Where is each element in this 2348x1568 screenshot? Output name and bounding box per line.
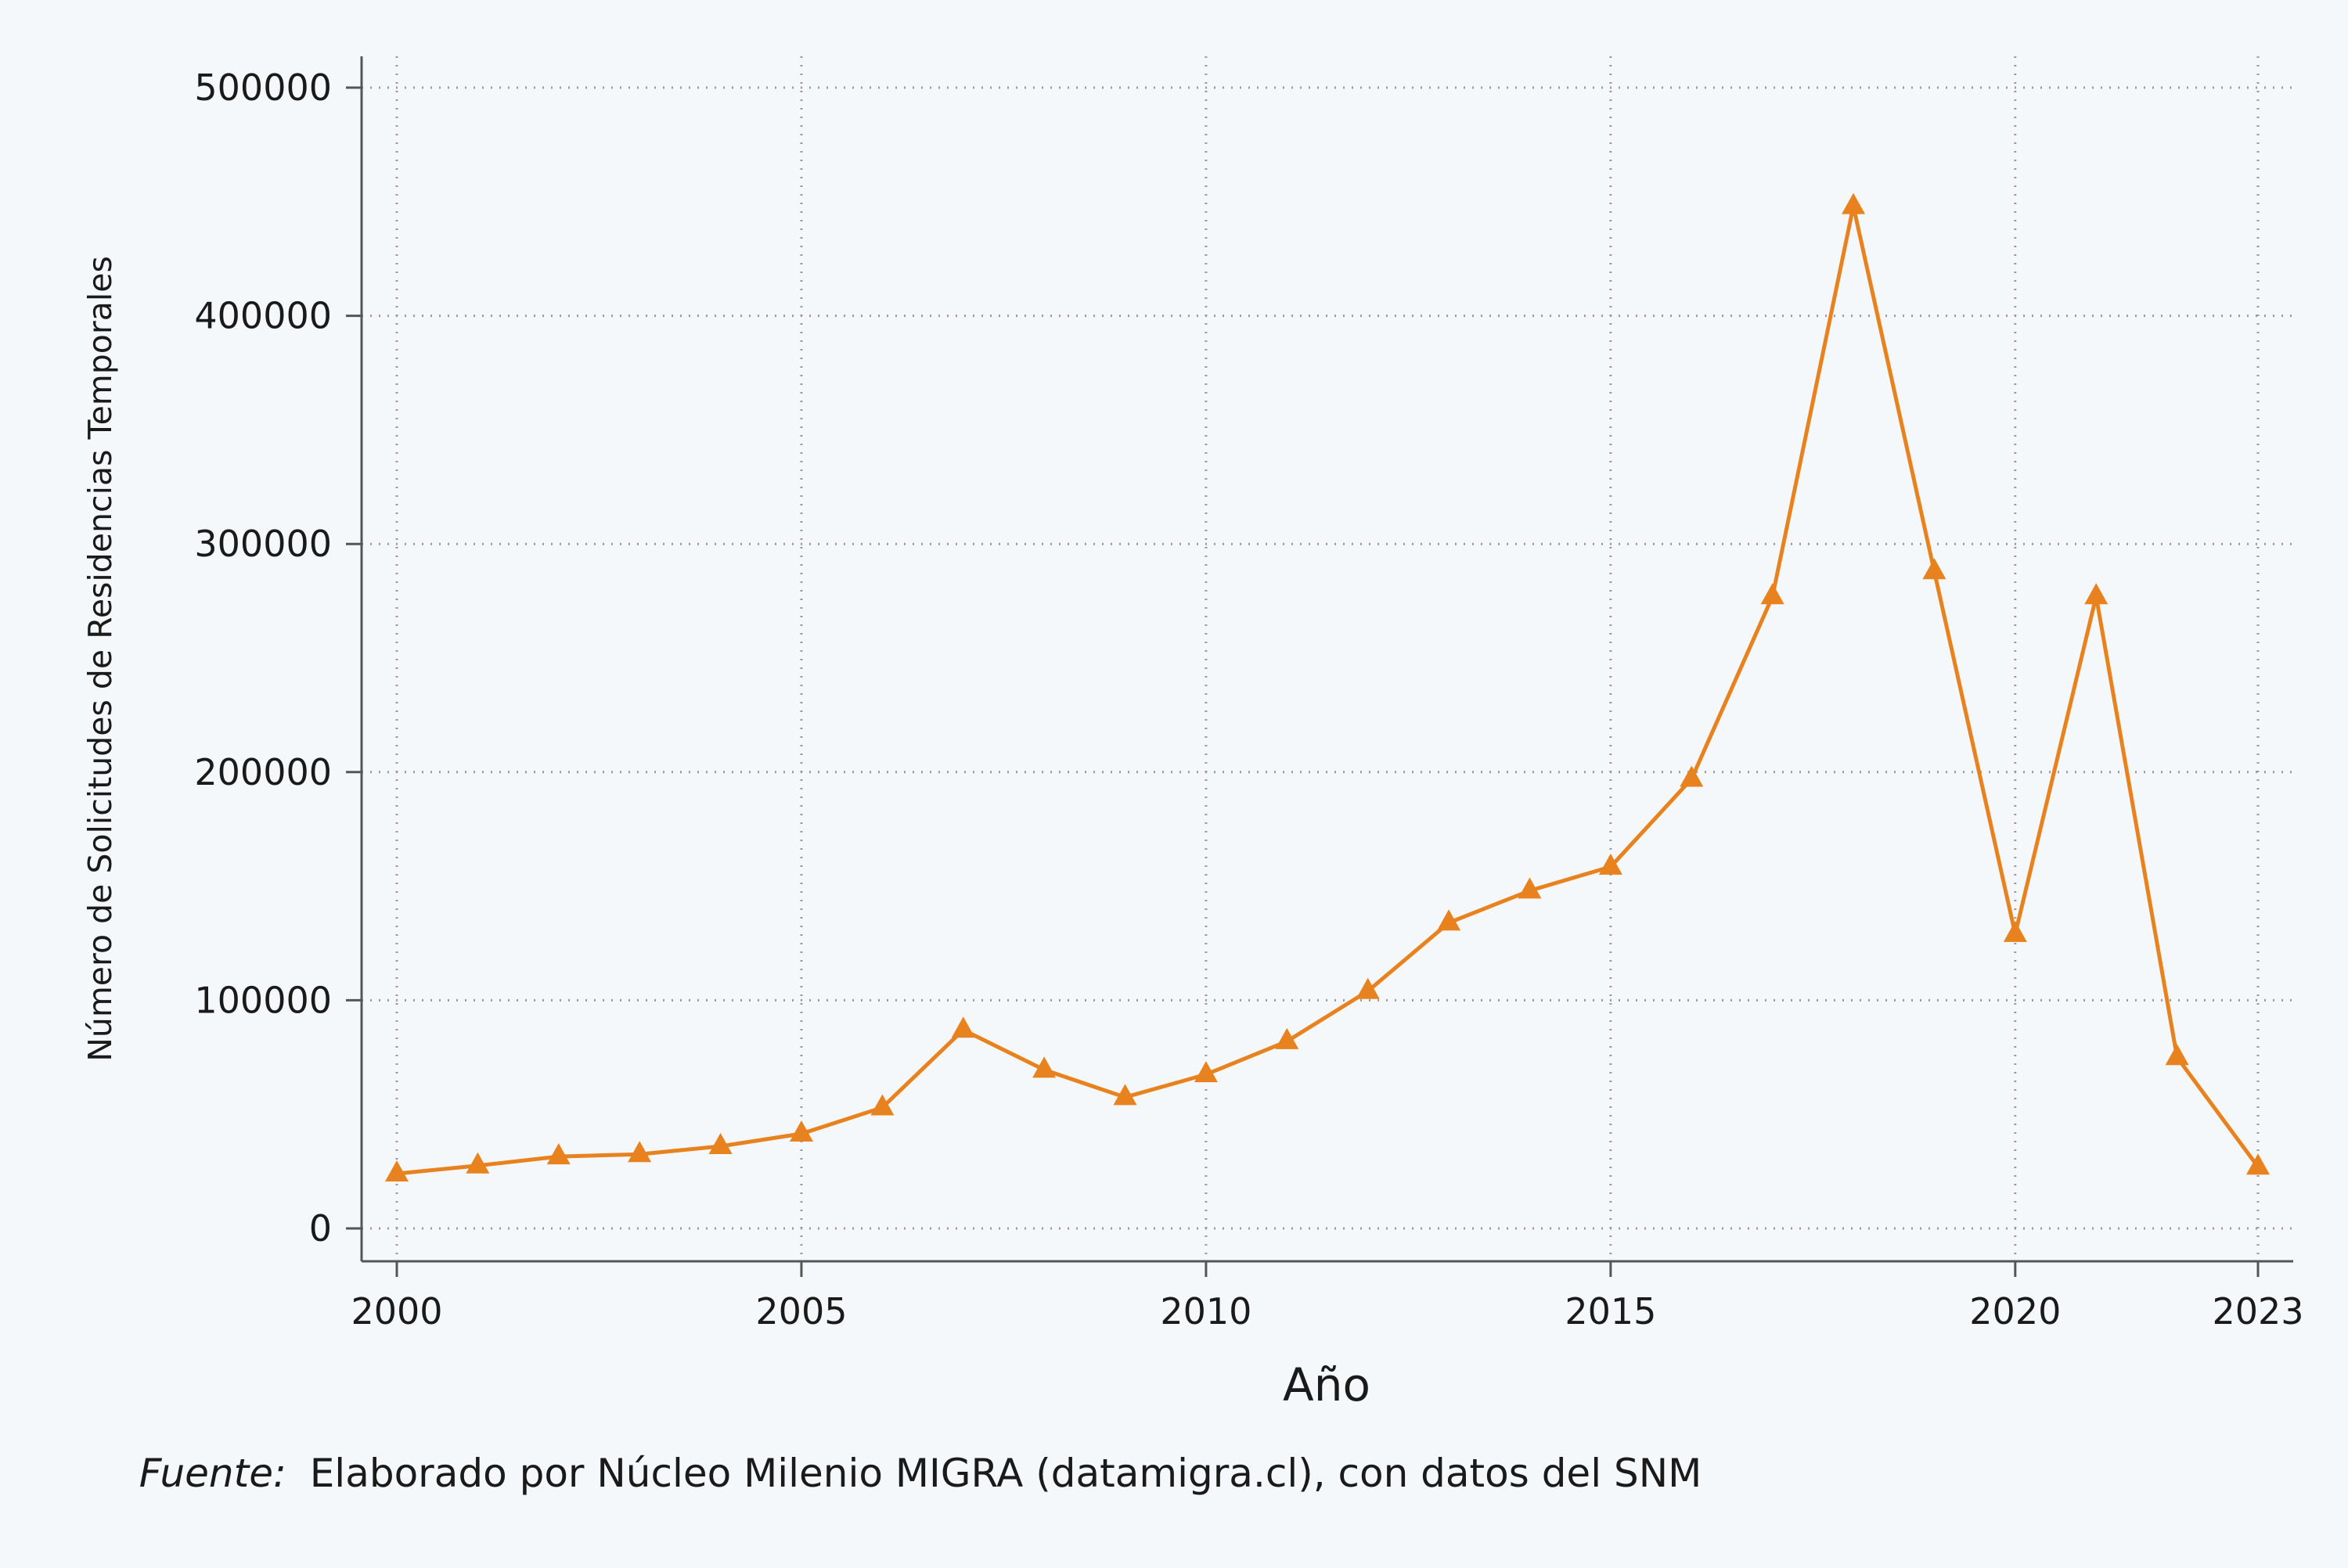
data-point-marker — [708, 1133, 733, 1155]
y-tick-label: 300000 — [194, 523, 332, 565]
source-label: Fuente: — [139, 1451, 286, 1496]
x-axis-label: Año — [1283, 1358, 1370, 1412]
data-point-marker — [1194, 1061, 1218, 1083]
data-point-marker — [1275, 1027, 1299, 1049]
data-point-marker — [1922, 558, 1946, 580]
y-tick-label: 400000 — [194, 295, 332, 337]
series — [385, 192, 2270, 1182]
data-point-marker — [628, 1141, 652, 1163]
x-tick-label: 2015 — [1565, 1290, 1656, 1332]
data-point-marker — [1760, 583, 1784, 605]
data-point-marker — [951, 1016, 975, 1038]
data-point-marker — [2165, 1044, 2189, 1066]
x-tick-label: 2000 — [351, 1290, 442, 1332]
x-tick-label: 2023 — [2212, 1290, 2303, 1332]
data-point-marker — [1437, 909, 1461, 931]
data-point-marker — [1598, 853, 1622, 875]
data-point-marker — [2003, 920, 2027, 942]
y-tick-label: 100000 — [194, 979, 332, 1021]
y-ticks: 0 100000 200000 300000 400000 500000 — [194, 67, 362, 1250]
data-point-marker — [2246, 1153, 2270, 1175]
data-point-marker — [546, 1143, 571, 1165]
x-tick-label: 2010 — [1160, 1290, 1251, 1332]
y-axis-label: Número de Solicitudes de Residencias Tem… — [81, 256, 119, 1062]
x-ticks: 2000 2005 2010 2015 2020 2023 — [351, 1261, 2304, 1332]
data-point-marker — [1356, 977, 1380, 999]
data-point-marker — [385, 1160, 409, 1182]
series-line — [396, 204, 2260, 1176]
y-tick-label: 500000 — [194, 67, 332, 109]
data-point-marker — [1113, 1084, 1137, 1106]
data-point-marker — [789, 1120, 813, 1142]
axes — [360, 56, 2293, 1263]
data-point-marker — [1842, 192, 1866, 214]
data-point-marker — [466, 1152, 490, 1174]
data-point-marker — [1032, 1056, 1057, 1078]
data-point-marker — [870, 1094, 895, 1116]
source-text: Elaborado por Núcleo Milenio MIGRA (data… — [310, 1451, 1702, 1496]
x-tick-label: 2020 — [1969, 1290, 2061, 1332]
data-point-marker — [1680, 765, 1704, 787]
y-tick-label: 200000 — [194, 751, 332, 793]
y-tick-label: 0 — [309, 1207, 332, 1250]
x-tick-label: 2005 — [755, 1290, 847, 1332]
source-note: Fuente: Elaborado por Núcleo Milenio MIG… — [139, 1451, 1702, 1496]
grid-lines — [362, 56, 2293, 1261]
data-point-marker — [2084, 583, 2109, 605]
data-point-marker — [1518, 877, 1542, 899]
